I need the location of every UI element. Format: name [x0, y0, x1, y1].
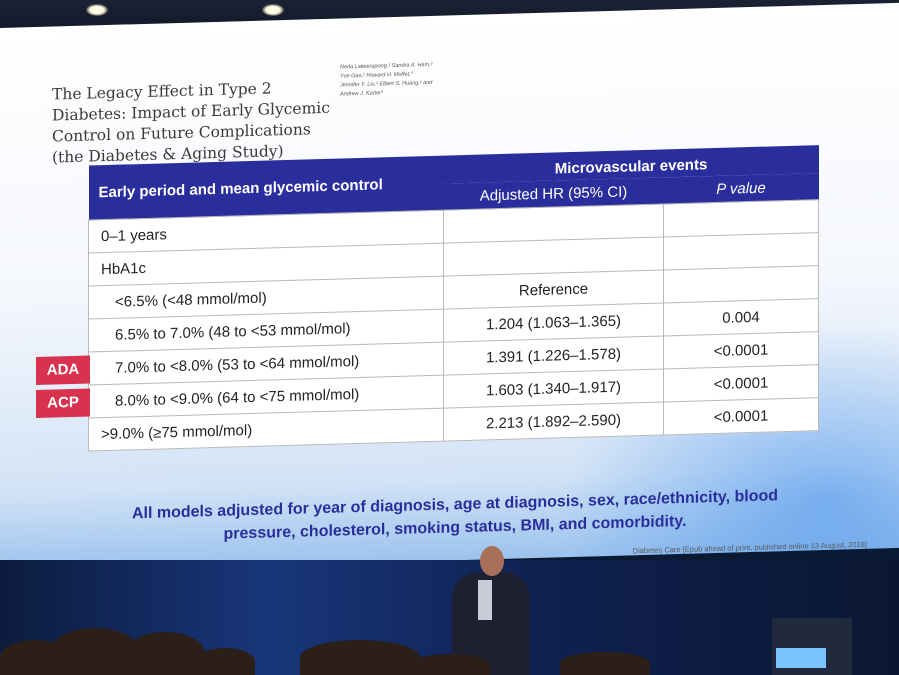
projection-screen: The Legacy Effect in Type 2 Diabetes: Im… [0, 2, 899, 573]
p-value [663, 199, 819, 237]
ceiling-light [262, 4, 284, 16]
p-value [663, 265, 819, 303]
ceiling-light [86, 4, 108, 16]
podium-monitor [776, 648, 826, 668]
audience-head [560, 652, 650, 675]
p-value: <0.0001 [663, 364, 819, 402]
audience-head [300, 640, 420, 675]
p-value [663, 232, 819, 270]
p-value: <0.0001 [663, 331, 819, 369]
slide-title: The Legacy Effect in Type 2 Diabetes: Im… [52, 79, 330, 167]
speaker-head [480, 546, 504, 576]
p-value: <0.0001 [663, 397, 819, 435]
ada-tag: ADA [36, 355, 90, 385]
hr-value: 2.213 (1.892–2.590) [443, 401, 664, 442]
p-value: 0.004 [663, 298, 819, 336]
acp-tag: ACP [36, 388, 90, 418]
results-table: Early period and mean glycemic control M… [88, 145, 819, 452]
audience-head [195, 648, 255, 675]
row-label-header: Early period and mean glycemic control [88, 155, 444, 221]
speaker-shirt [478, 580, 492, 620]
audience-head [410, 654, 490, 675]
slide-authors: Neda Laiteerapong,¹ Sandra A. Ham,² Yue … [340, 59, 490, 99]
audience-head [125, 632, 205, 675]
